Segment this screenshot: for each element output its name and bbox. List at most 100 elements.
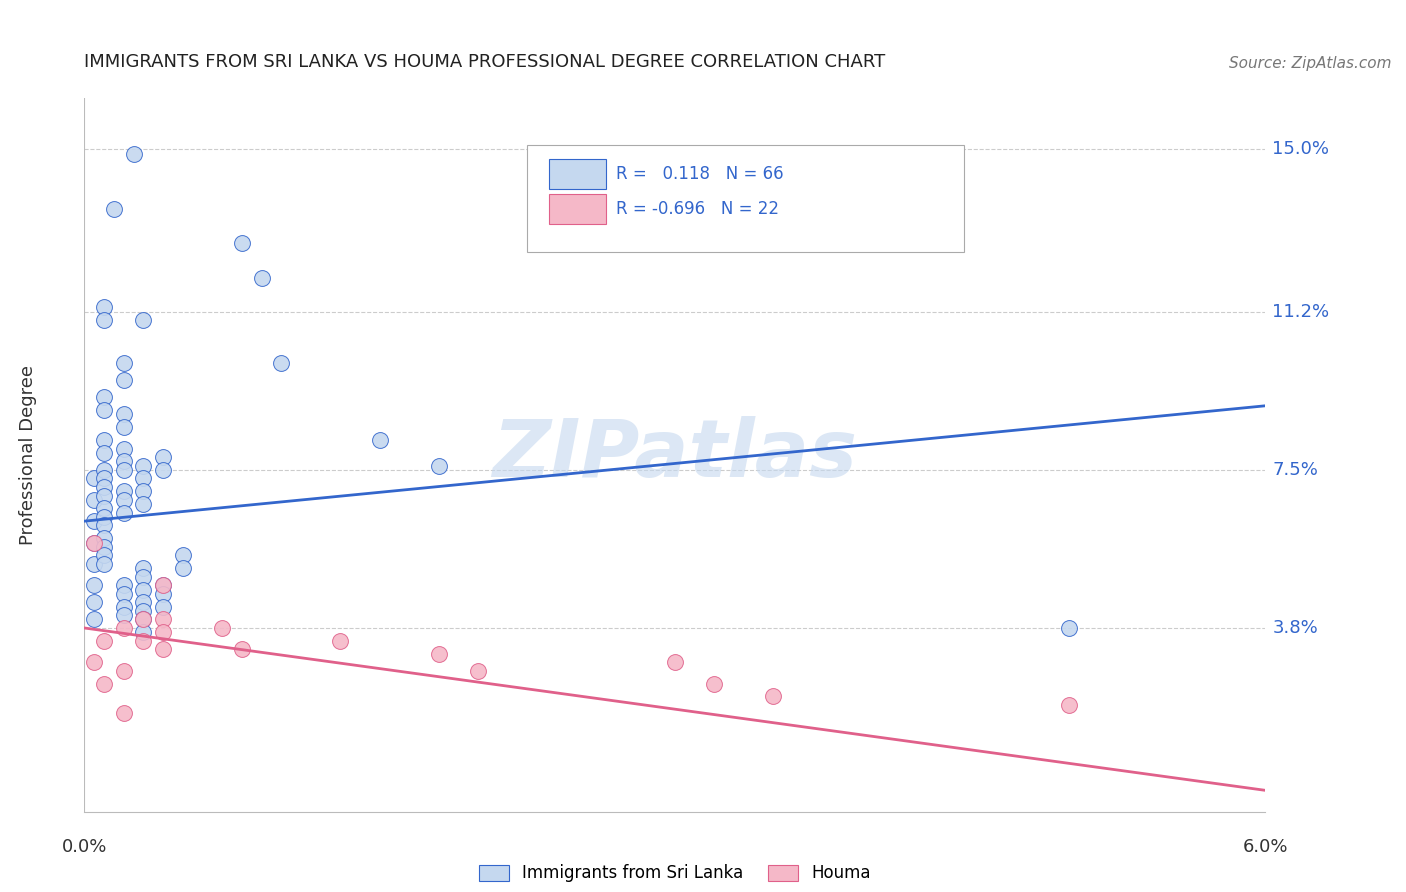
Point bbox=[112, 373, 135, 387]
Point bbox=[172, 561, 194, 575]
Text: 15.0%: 15.0% bbox=[1272, 140, 1330, 159]
Point bbox=[83, 471, 105, 485]
Point bbox=[83, 535, 105, 549]
Text: Professional Degree: Professional Degree bbox=[20, 365, 37, 545]
Point bbox=[112, 420, 135, 434]
Point bbox=[132, 497, 155, 511]
Point bbox=[762, 690, 785, 704]
Point bbox=[152, 578, 174, 592]
Point bbox=[132, 612, 155, 626]
Point bbox=[112, 454, 135, 468]
Point bbox=[83, 655, 105, 669]
Point bbox=[112, 356, 135, 370]
Point bbox=[112, 621, 135, 635]
Text: R =   0.118   N = 66: R = 0.118 N = 66 bbox=[616, 165, 783, 183]
Text: 6.0%: 6.0% bbox=[1243, 838, 1288, 856]
Point bbox=[152, 599, 174, 614]
Point bbox=[132, 612, 155, 626]
Point bbox=[83, 514, 105, 528]
Point bbox=[132, 561, 155, 575]
Point bbox=[132, 633, 155, 648]
Point bbox=[270, 356, 292, 370]
Point bbox=[112, 442, 135, 456]
Point bbox=[93, 471, 115, 485]
Text: IMMIGRANTS FROM SRI LANKA VS HOUMA PROFESSIONAL DEGREE CORRELATION CHART: IMMIGRANTS FROM SRI LANKA VS HOUMA PROFE… bbox=[84, 54, 886, 71]
Point bbox=[93, 518, 115, 533]
Point bbox=[112, 492, 135, 507]
Point bbox=[112, 463, 135, 477]
Text: R = -0.696   N = 22: R = -0.696 N = 22 bbox=[616, 201, 779, 219]
Point bbox=[152, 578, 174, 592]
Legend: Immigrants from Sri Lanka, Houma: Immigrants from Sri Lanka, Houma bbox=[472, 858, 877, 889]
Point bbox=[132, 458, 155, 473]
Point bbox=[250, 270, 273, 285]
Point bbox=[93, 313, 115, 327]
Text: 11.2%: 11.2% bbox=[1272, 302, 1330, 321]
Point bbox=[93, 446, 115, 460]
Point bbox=[1057, 698, 1080, 712]
Point bbox=[152, 612, 174, 626]
Point bbox=[93, 489, 115, 503]
Point bbox=[172, 549, 194, 563]
Point bbox=[467, 664, 489, 678]
Point bbox=[83, 612, 105, 626]
Point bbox=[112, 608, 135, 623]
Point bbox=[93, 540, 115, 554]
Point bbox=[93, 557, 115, 571]
Point bbox=[93, 301, 115, 315]
Point bbox=[132, 595, 155, 609]
Point bbox=[427, 647, 450, 661]
FancyBboxPatch shape bbox=[548, 159, 606, 189]
Point bbox=[132, 625, 155, 640]
Point bbox=[112, 484, 135, 499]
Point bbox=[152, 463, 174, 477]
Point bbox=[703, 676, 725, 690]
Point bbox=[132, 570, 155, 584]
Point bbox=[93, 676, 115, 690]
Point bbox=[103, 202, 125, 217]
Point bbox=[112, 599, 135, 614]
Point bbox=[132, 582, 155, 597]
Point bbox=[112, 587, 135, 601]
Point bbox=[93, 531, 115, 545]
FancyBboxPatch shape bbox=[548, 194, 606, 225]
Point bbox=[93, 480, 115, 494]
Point bbox=[211, 621, 233, 635]
Point bbox=[132, 484, 155, 499]
Point bbox=[329, 633, 352, 648]
Point bbox=[93, 433, 115, 447]
Point bbox=[1057, 621, 1080, 635]
Point bbox=[83, 492, 105, 507]
FancyBboxPatch shape bbox=[527, 145, 965, 252]
Text: 3.8%: 3.8% bbox=[1272, 619, 1319, 637]
Point bbox=[132, 604, 155, 618]
Point bbox=[112, 578, 135, 592]
Point bbox=[368, 433, 391, 447]
Point bbox=[83, 595, 105, 609]
Text: Source: ZipAtlas.com: Source: ZipAtlas.com bbox=[1229, 56, 1392, 71]
Point bbox=[152, 625, 174, 640]
Point bbox=[83, 557, 105, 571]
Point bbox=[83, 535, 105, 549]
Point bbox=[93, 403, 115, 417]
Point bbox=[152, 587, 174, 601]
Point bbox=[152, 450, 174, 464]
Point bbox=[93, 509, 115, 524]
Point bbox=[93, 501, 115, 516]
Point bbox=[427, 458, 450, 473]
Point bbox=[122, 146, 145, 161]
Point bbox=[231, 236, 253, 251]
Point bbox=[93, 633, 115, 648]
Text: ZIPatlas: ZIPatlas bbox=[492, 416, 858, 494]
Point bbox=[112, 407, 135, 421]
Point bbox=[152, 642, 174, 657]
Text: 7.5%: 7.5% bbox=[1272, 461, 1319, 479]
Point bbox=[93, 390, 115, 404]
Point bbox=[664, 655, 686, 669]
Point bbox=[112, 506, 135, 520]
Point bbox=[93, 463, 115, 477]
Point bbox=[112, 664, 135, 678]
Point bbox=[93, 549, 115, 563]
Point bbox=[231, 642, 253, 657]
Point bbox=[132, 471, 155, 485]
